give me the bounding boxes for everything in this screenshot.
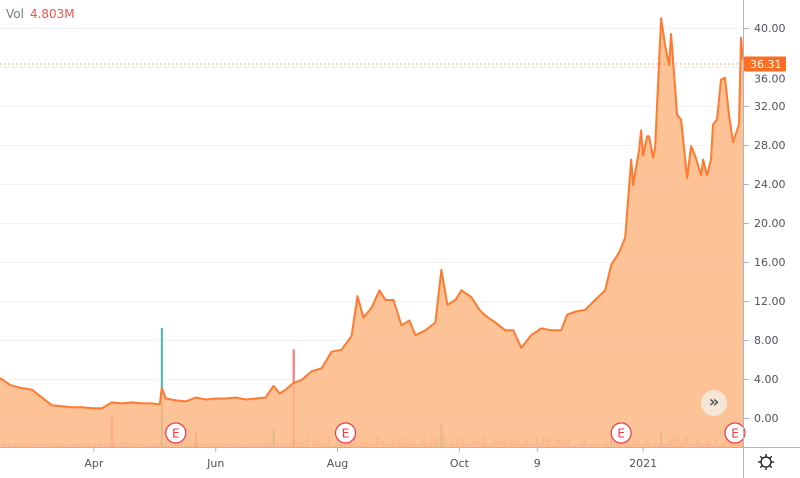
x-tick-label: Aug	[327, 457, 348, 470]
gear-icon[interactable]	[757, 453, 775, 471]
earnings-marker[interactable]: E	[334, 422, 357, 444]
y-tick-label: 8.00	[754, 334, 779, 347]
y-tick-label: 40.00	[754, 22, 786, 35]
earnings-marker-circle	[610, 422, 632, 444]
x-tick-label: Jun	[206, 457, 224, 470]
y-tick-label: 20.00	[754, 217, 786, 230]
volume-legend: Vol 4.803M	[6, 7, 75, 21]
x-tick-label: 2021	[629, 457, 657, 470]
earnings-marker-circle	[334, 422, 357, 444]
earnings-marker[interactable]: E	[165, 422, 187, 444]
earnings-marker[interactable]: E	[610, 422, 632, 444]
volume-label: Vol	[6, 7, 24, 21]
x-tick-label: Oct	[450, 457, 470, 470]
earnings-marker-circle	[165, 422, 187, 444]
grid-lines	[0, 28, 743, 419]
y-tick-label: 24.00	[754, 178, 786, 191]
y-tick-label: 36.00	[754, 72, 786, 85]
earnings-marker-label: E	[617, 427, 625, 441]
earnings-marker[interactable]: E	[724, 422, 746, 444]
price-axis[interactable]: 0.00 4.00 8.00 12.00 16.00 20.00 24.00 28.00 32.…	[744, 22, 786, 425]
y-tick-label: 16.00	[754, 256, 786, 269]
y-tick-label: 0.00	[754, 412, 779, 425]
y-tick-label: 28.00	[754, 139, 786, 152]
x-tick-label: 9	[534, 457, 541, 470]
scroll-to-realtime-button[interactable]: »	[701, 390, 727, 416]
y-tick-label: 12.00	[754, 295, 786, 308]
price-area	[0, 18, 743, 448]
y-tick-label: 4.00	[754, 373, 779, 386]
price-line	[0, 17, 744, 410]
time-axis[interactable]: Apr Jun Aug Oct 9 2021	[84, 448, 657, 470]
last-price-label: 36.31	[750, 58, 782, 71]
earnings-marker-label: E	[731, 427, 739, 441]
earnings-marker-label: E	[342, 427, 350, 441]
last-price-badge: 36.31	[744, 56, 786, 72]
earnings-marker-circle	[724, 422, 746, 444]
y-tick-label: 32.00	[754, 100, 786, 113]
volume-value: 4.803M	[29, 7, 75, 21]
earnings-marker-label: E	[172, 427, 180, 441]
x-tick-label: Apr	[84, 457, 104, 470]
